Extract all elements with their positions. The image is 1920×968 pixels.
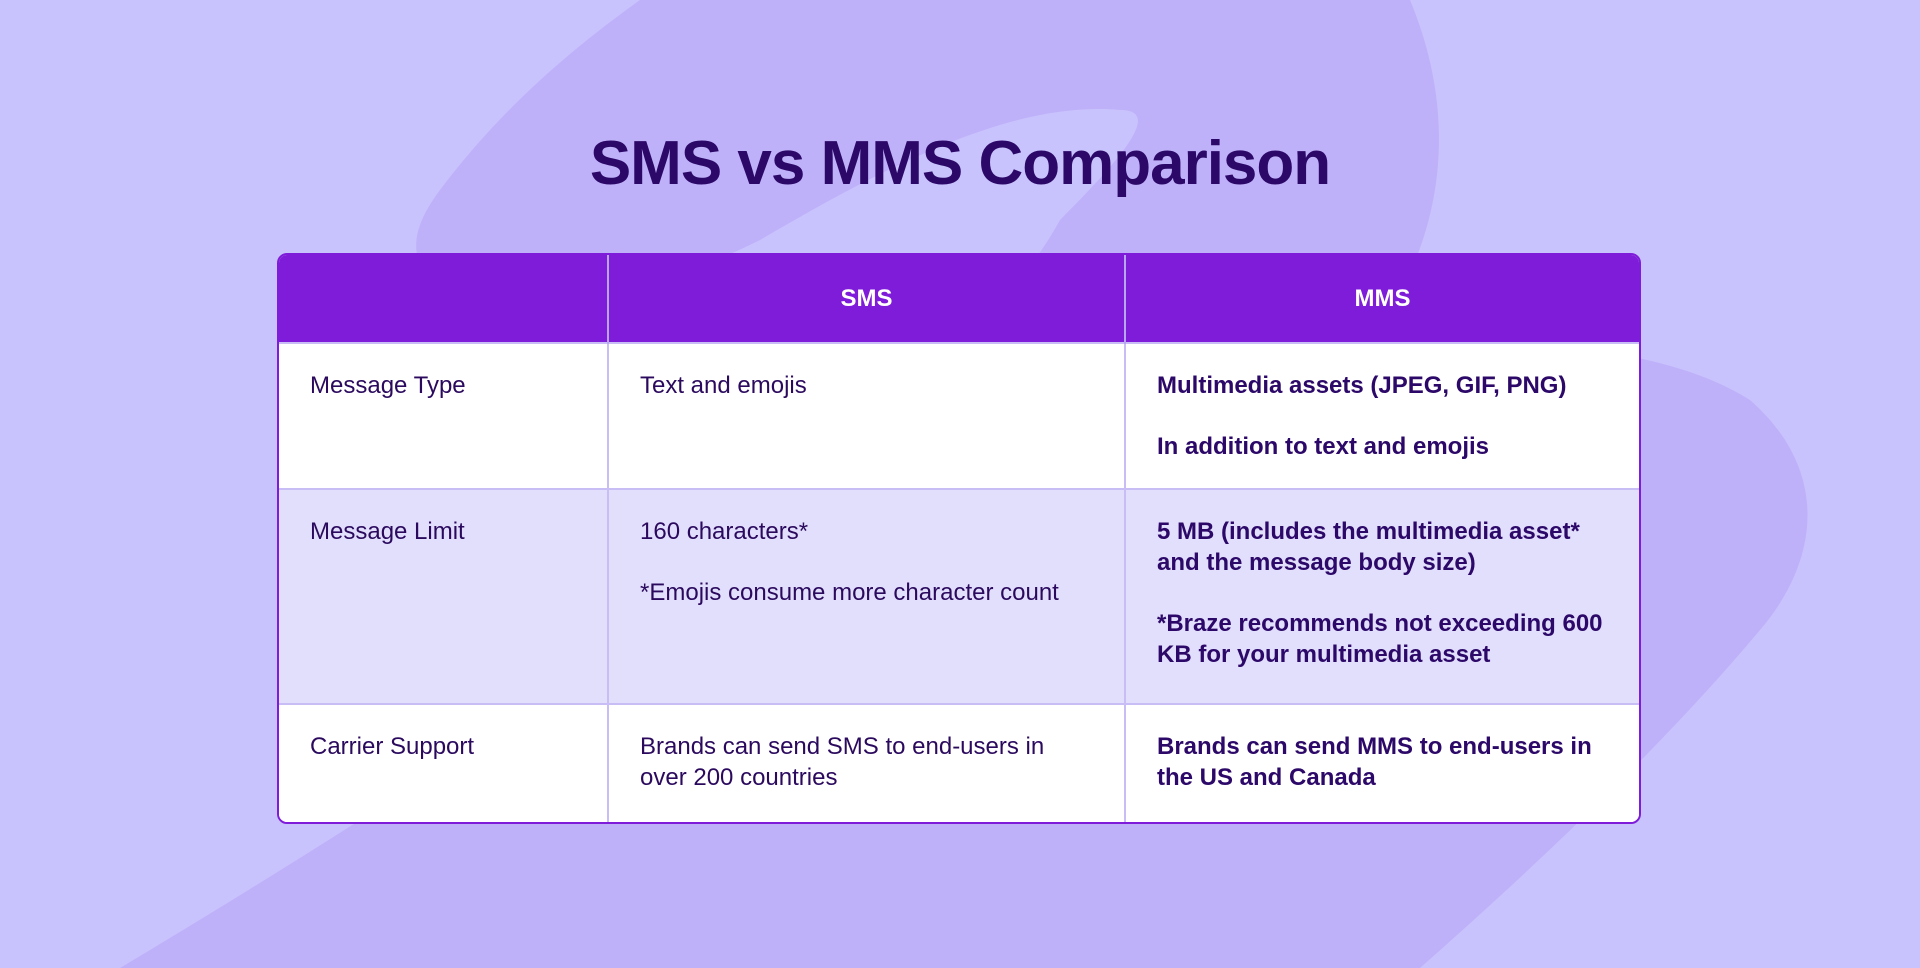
row-label-carrier-support: Carrier Support [279, 703, 608, 822]
cell-text: *Emojis consume more character count [640, 579, 1059, 606]
table-row: Message Type Text and emojis Multimedia … [279, 342, 1639, 489]
page-title: SMS vs MMS Comparison [589, 129, 1331, 198]
cell-text: Multimedia assets (JPEG, GIF, PNG) [1157, 372, 1567, 399]
sms-cell-message-type: Text and emojis [607, 342, 1125, 489]
table-row: Message Limit 160 characters* *Emojis co… [279, 488, 1639, 704]
sms-cell-message-limit: 160 characters* *Emojis consume more cha… [607, 488, 1125, 704]
cell-text: In addition to text and emojis [1157, 433, 1490, 460]
header-cell-empty [279, 255, 608, 343]
header-cell-sms: SMS [607, 255, 1125, 343]
cell-text: 5 MB (includes the multimedia asset* and… [1157, 518, 1580, 576]
row-label-message-limit: Message Limit [279, 488, 608, 704]
cell-text: Brands can send SMS to end-users in over… [640, 733, 1045, 791]
mms-cell-message-limit: 5 MB (includes the multimedia asset* and… [1124, 488, 1639, 704]
header-cell-mms: MMS [1124, 255, 1639, 343]
mms-cell-message-type: Multimedia assets (JPEG, GIF, PNG) In ad… [1124, 342, 1639, 489]
comparison-table: SMS MMS Message Type Text and emojis Mul… [277, 253, 1641, 824]
cell-text: Text and emojis [640, 372, 807, 399]
row-label-message-type: Message Type [279, 342, 608, 489]
cell-text: 160 characters* [640, 518, 809, 545]
table-row: Carrier Support Brands can send SMS to e… [279, 703, 1639, 822]
cell-text: Brands can send MMS to end-users in the … [1157, 733, 1592, 791]
mms-cell-carrier-support: Brands can send MMS to end-users in the … [1124, 703, 1639, 822]
sms-cell-carrier-support: Brands can send SMS to end-users in over… [607, 703, 1125, 822]
table-header-row: SMS MMS [279, 255, 1639, 343]
cell-text: *Braze recommends not exceeding 600 KB f… [1157, 610, 1603, 668]
